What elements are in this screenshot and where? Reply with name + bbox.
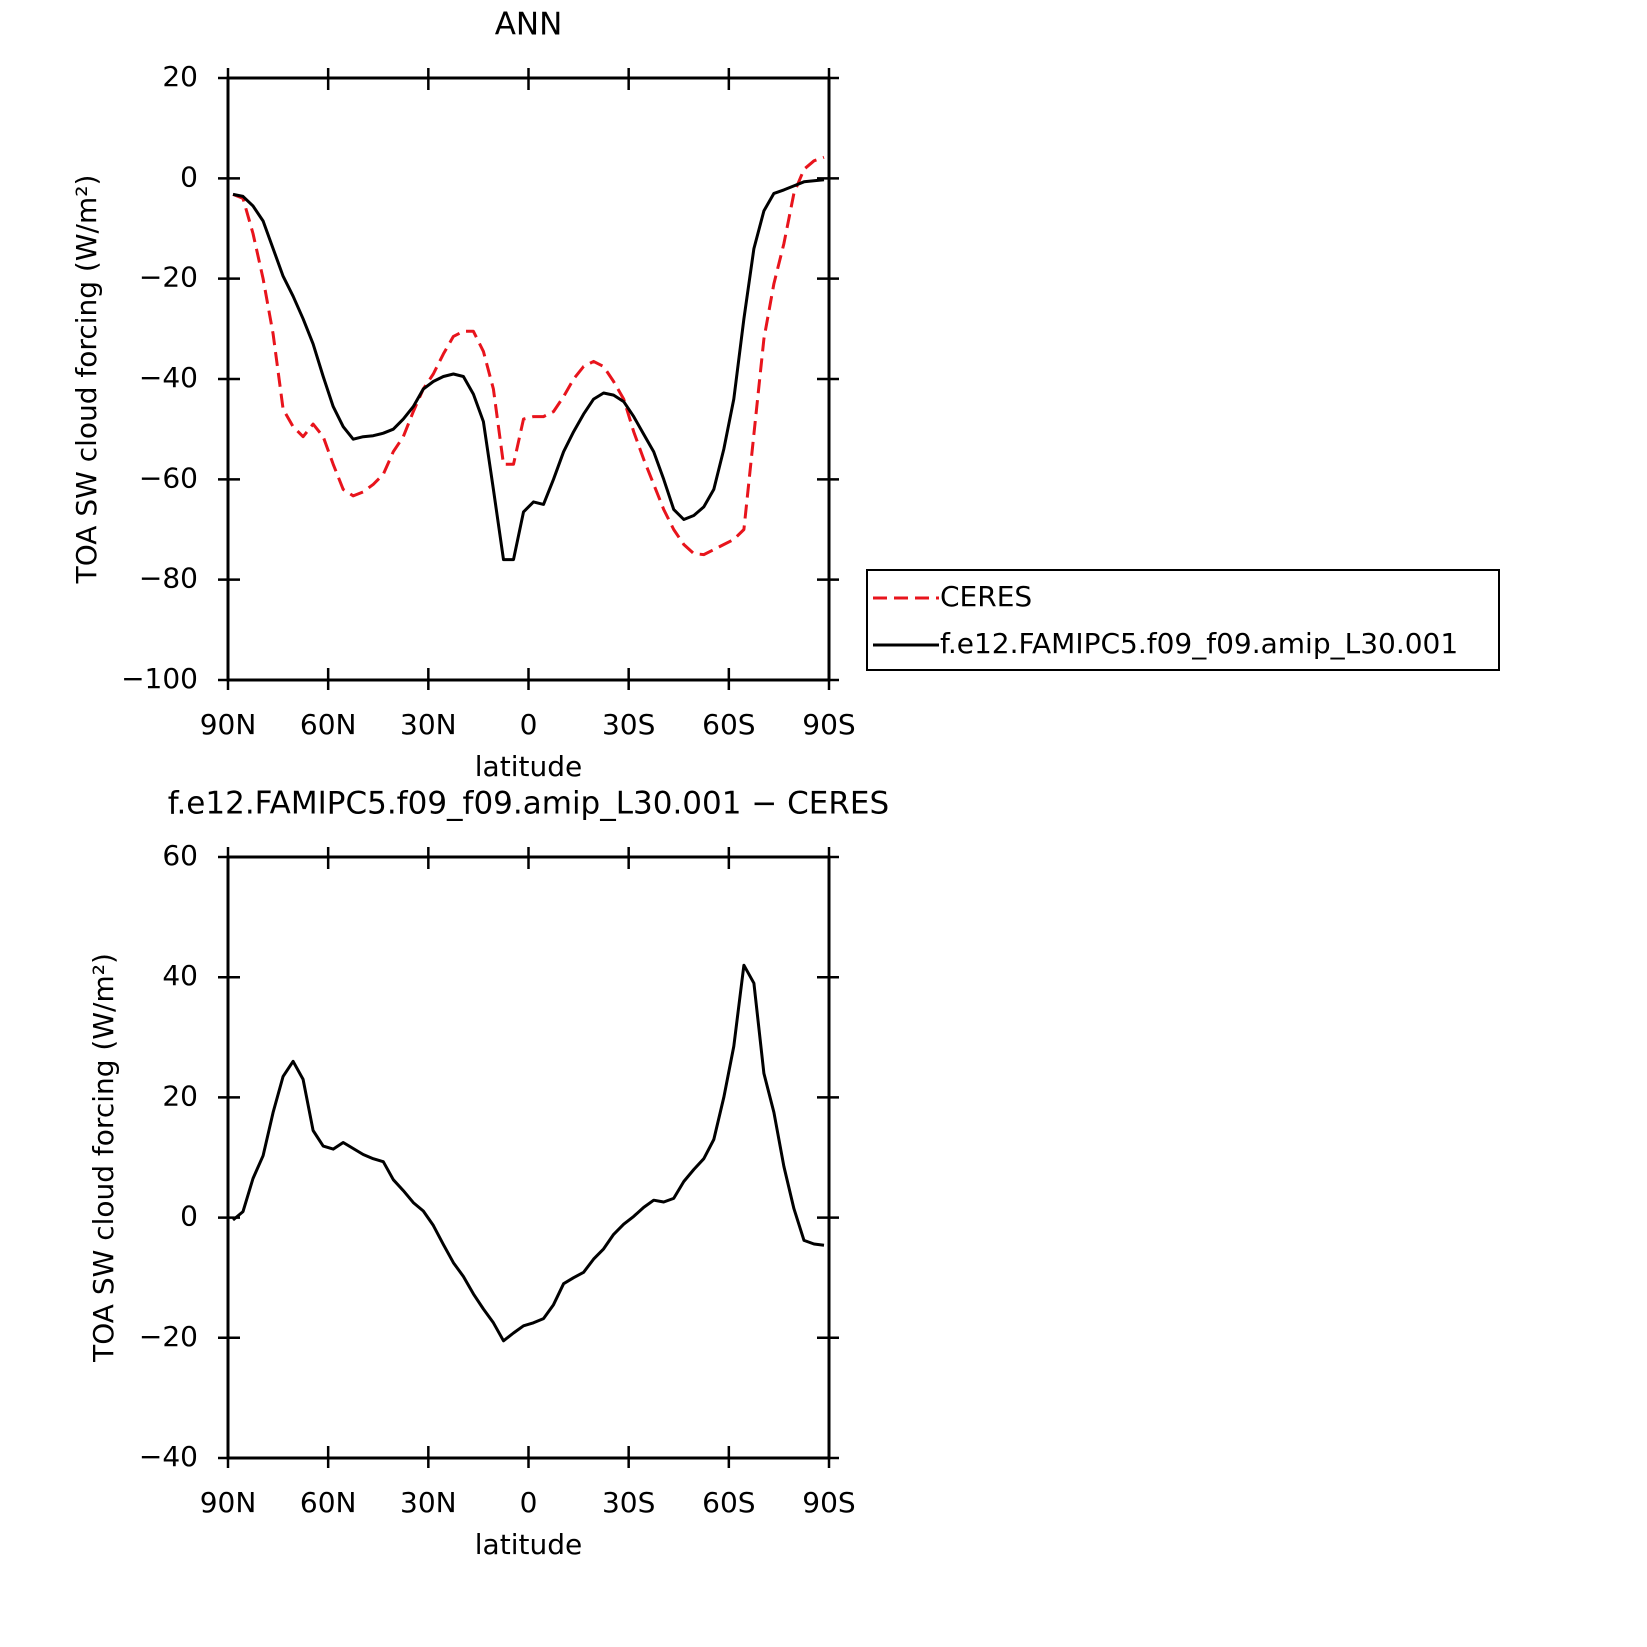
- x-tick-label: 90N: [200, 708, 257, 741]
- y-tick-label: −20: [139, 261, 198, 294]
- x-tick-label: 60S: [702, 1486, 755, 1519]
- x-tick-label: 90S: [802, 708, 855, 741]
- y-tick-label: 0: [180, 1200, 198, 1233]
- plot-frame: [226, 76, 831, 682]
- y-axis-label: TOA SW cloud forcing (W/m²): [70, 175, 103, 585]
- y-tick-label: 40: [162, 959, 198, 992]
- x-tick-label: 0: [520, 1486, 538, 1519]
- chart-title: f.e12.FAMIPC5.f09_f09.amip_L30.001 − CER…: [168, 786, 889, 822]
- x-tick-label: 60N: [300, 708, 357, 741]
- chart-title: ANN: [495, 7, 563, 43]
- y-tick-label: 60: [162, 839, 198, 872]
- y-tick-label: −100: [121, 662, 198, 695]
- series-line: [232, 178, 825, 562]
- x-tick-label: 90N: [200, 1486, 257, 1519]
- x-tick-label: 60N: [300, 1486, 357, 1519]
- series-line: [232, 963, 825, 1343]
- y-tick-label: −20: [139, 1320, 198, 1353]
- y-tick-label: 20: [162, 60, 198, 93]
- y-tick-label: −60: [139, 461, 198, 494]
- plot-frame: [226, 855, 831, 1460]
- x-tick-label: 60S: [702, 708, 755, 741]
- legend-box: [866, 569, 1500, 671]
- x-axis-label: latitude: [475, 1528, 582, 1561]
- y-tick-label: −40: [139, 1440, 198, 1473]
- x-tick-label: 90S: [802, 1486, 855, 1519]
- series-line: [232, 155, 825, 557]
- x-tick-label: 30N: [400, 1486, 457, 1519]
- x-tick-label: 0: [520, 708, 538, 741]
- x-tick-label: 30S: [602, 708, 655, 741]
- y-tick-label: 0: [180, 160, 198, 193]
- legend-label: f.e12.FAMIPC5.f09_f09.amip_L30.001: [940, 627, 1458, 660]
- y-tick-label: −40: [139, 361, 198, 394]
- y-axis-label: TOA SW cloud forcing (W/m²): [87, 953, 120, 1363]
- y-tick-label: −80: [139, 562, 198, 595]
- x-tick-label: 30S: [602, 1486, 655, 1519]
- x-axis-label: latitude: [475, 750, 582, 783]
- x-tick-label: 30N: [400, 708, 457, 741]
- y-tick-label: 20: [162, 1079, 198, 1112]
- legend-label: CERES: [940, 580, 1032, 613]
